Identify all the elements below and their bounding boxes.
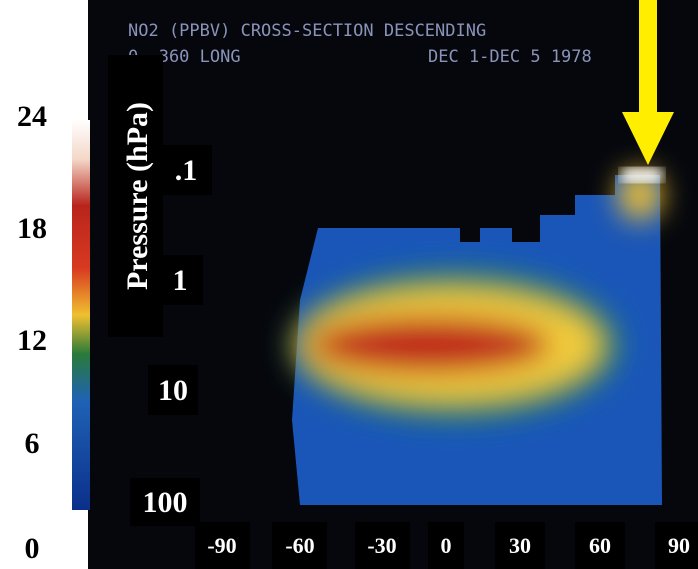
x-tick: -30 bbox=[367, 533, 396, 558]
colorbar-label: 18 bbox=[17, 212, 47, 245]
tick-box bbox=[495, 522, 545, 569]
top-white bbox=[622, 168, 662, 182]
tick-box bbox=[428, 522, 464, 569]
x-tick: 0 bbox=[441, 533, 452, 558]
x-tick: 30 bbox=[509, 533, 531, 558]
x-tick: -90 bbox=[207, 533, 236, 558]
colorbar-label: 6 bbox=[25, 427, 40, 460]
x-tick: 90 bbox=[668, 533, 690, 558]
arrow-shaft bbox=[639, 0, 657, 115]
top-yellow bbox=[618, 170, 662, 220]
tick-box bbox=[272, 522, 327, 569]
colorbar-label: 24 bbox=[17, 100, 47, 133]
colorbar-label: 12 bbox=[17, 324, 47, 357]
tick-box bbox=[130, 478, 200, 526]
tick-box bbox=[195, 522, 250, 569]
pressure-tick: 1 bbox=[173, 264, 188, 297]
red-core bbox=[310, 317, 550, 373]
tick-box bbox=[575, 522, 625, 569]
pressure-tick: 100 bbox=[143, 486, 188, 519]
x-tick: -60 bbox=[285, 533, 314, 558]
tick-box bbox=[355, 522, 410, 569]
screen-subtitle-right: DEC 1-DEC 5 1978 bbox=[428, 47, 592, 67]
screen-title: NO2 (PPBV) CROSS-SECTION DESCENDING bbox=[128, 21, 486, 41]
tick-box bbox=[160, 145, 212, 195]
pressure-tick: 10 bbox=[158, 374, 188, 407]
arrow-head bbox=[622, 112, 674, 165]
colorbar bbox=[72, 120, 90, 510]
heatmap bbox=[290, 168, 662, 505]
pressure-tick: .1 bbox=[175, 154, 198, 187]
colorbar-label: 0 bbox=[25, 532, 40, 565]
tick-box bbox=[148, 365, 198, 415]
x-tick: 60 bbox=[589, 533, 611, 558]
tick-box bbox=[655, 522, 698, 569]
axis-label-box bbox=[108, 55, 163, 337]
y-axis-label: Pressure (hPa) bbox=[121, 102, 154, 290]
tick-box bbox=[158, 255, 203, 305]
